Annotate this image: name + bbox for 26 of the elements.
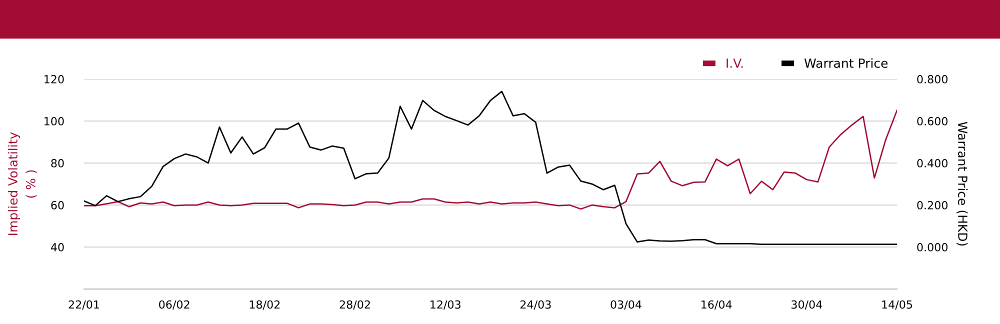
line-series <box>84 110 897 210</box>
y2-tick-label: 0.200 <box>917 201 948 210</box>
y2-tick-label: 0.400 <box>917 159 948 168</box>
y2-tick-label: 0.600 <box>917 117 948 126</box>
x-tick-label: 28/02 <box>340 300 370 310</box>
legend-label: Warrant Price <box>804 58 888 68</box>
x-tick-label: 12/03 <box>430 300 460 310</box>
x-tick-label: 18/02 <box>250 300 280 310</box>
x-tick-label: 22/01 <box>68 300 99 310</box>
y-tick-label: 60 <box>51 201 64 210</box>
y-tick-label: 100 <box>44 117 64 126</box>
y2-tick-label: 0.800 <box>917 75 948 84</box>
y-axis-title: Implied Volatility ( % ) <box>8 132 37 235</box>
x-tick-label: 03/04 <box>610 300 642 310</box>
y-tick-label: 80 <box>51 159 64 168</box>
y2-tick-label: 0.000 <box>917 242 948 252</box>
y2-axis-title: Warrant Price (HKD) <box>956 122 968 246</box>
y-tick-label: 40 <box>50 242 64 252</box>
x-tick-label: 30/04 <box>792 300 822 310</box>
x-tick-label: 06/02 <box>159 300 190 310</box>
x-tick-label: 16/04 <box>702 300 732 310</box>
line-series <box>84 90 897 245</box>
legend-label: I.V. <box>726 58 743 68</box>
y-tick-label: 120 <box>44 75 64 84</box>
x-tick-label: 14/05 <box>882 300 912 310</box>
x-tick-label: 24/03 <box>520 300 551 310</box>
